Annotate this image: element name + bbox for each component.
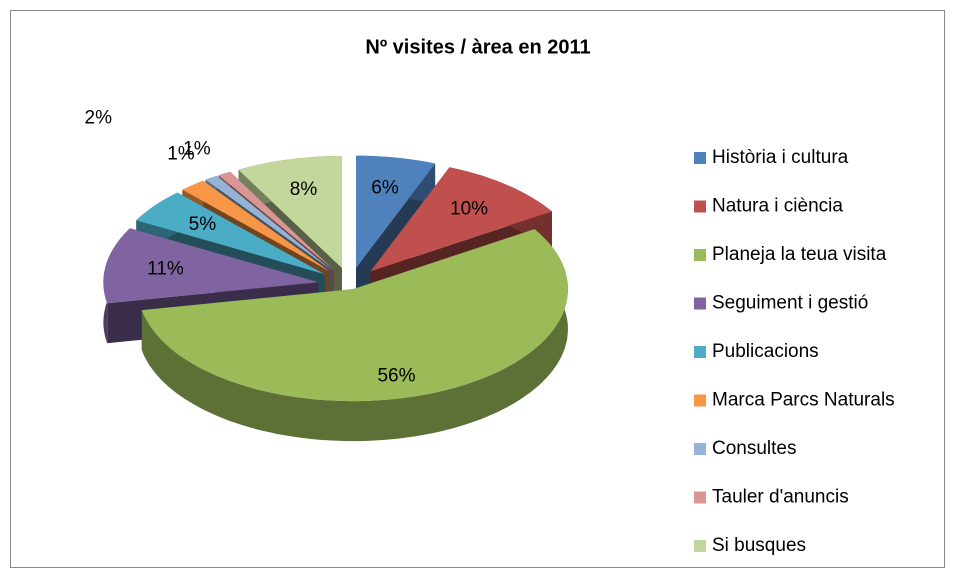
legend-swatch (694, 200, 706, 213)
legend-label: Marca Parcs Naturals (712, 390, 895, 411)
slice (238, 156, 342, 268)
slice (218, 171, 334, 270)
legend-label: Consultes (712, 438, 797, 459)
legend-label: Seguiment i gestió (712, 293, 868, 314)
slice (205, 175, 332, 271)
slice (141, 229, 568, 402)
data-label: 6% (371, 178, 399, 199)
data-label: 2% (85, 108, 113, 129)
data-label: 5% (189, 214, 217, 235)
slice (103, 228, 319, 304)
pie-labels: 6% 10% 56% 11% 5% 2% 1%1% 8% (85, 108, 489, 387)
slice (182, 180, 330, 272)
legend-swatch (694, 152, 706, 164)
slice (136, 192, 325, 275)
data-label: 56% (377, 365, 415, 386)
chart-title: Nº visites / àrea en 2011 (365, 36, 590, 58)
legend: Història i cultura Natura i ciència Planej… (694, 147, 895, 556)
legend-swatch (694, 540, 706, 552)
data-label: 11% (147, 259, 184, 280)
legend-swatch (694, 346, 706, 358)
legend-swatch (694, 297, 706, 310)
slice-side (141, 229, 568, 442)
legend-swatch (694, 491, 706, 504)
legend-label: Història i cultura (712, 147, 849, 168)
data-label: 10% (450, 198, 488, 219)
data-label: 8% (290, 179, 318, 200)
legend-label: Natura i ciència (712, 196, 843, 217)
slice (370, 167, 552, 272)
legend-swatch (694, 249, 706, 261)
slice (356, 155, 436, 268)
legend-swatch (694, 394, 706, 407)
legend-label: Planeja la teua visita (712, 244, 887, 265)
legend-label: Publicacions (712, 341, 819, 362)
legend-swatch (694, 443, 706, 455)
legend-label: Tauler d'anuncis (712, 487, 849, 508)
data-label: 1% (167, 144, 195, 165)
pie-tops (103, 155, 568, 402)
legend-label: Si busques (712, 535, 806, 556)
data-label: 1% (183, 138, 211, 159)
